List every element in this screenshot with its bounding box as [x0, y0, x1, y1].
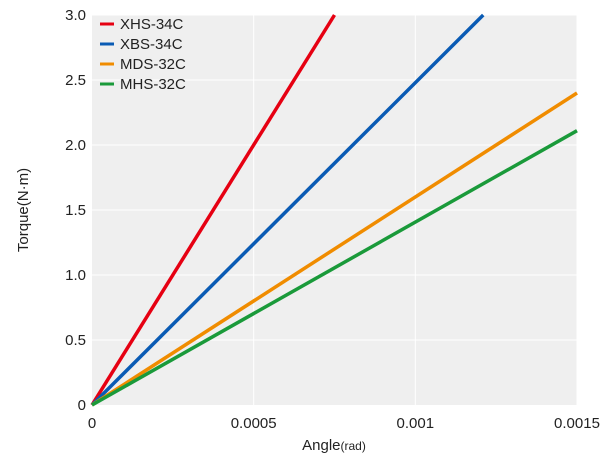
series-line-xbs-34c	[90, 13, 485, 407]
y-axis-title: Torque(N·m)	[15, 168, 32, 252]
y-axis-label: Torque	[15, 206, 32, 252]
x-axis-unit: (rad)	[341, 439, 366, 453]
y-tick-label: 0	[78, 397, 86, 414]
legend-label: XHS-34C	[120, 16, 184, 33]
legend-label: XBS-34C	[120, 36, 183, 53]
y-tick-label: 2.5	[65, 72, 86, 89]
legend-label: MHS-32C	[120, 76, 186, 93]
y-axis-unit: (N·m)	[15, 168, 32, 206]
y-tick-label: 1.5	[65, 202, 86, 219]
y-tick-label: 0.5	[65, 332, 86, 349]
series-line-mhs-32c	[91, 129, 578, 407]
series-line-xhs-34c	[90, 14, 336, 406]
x-tick-label: 0.0015	[554, 415, 600, 432]
y-tick-label: 2.0	[65, 137, 86, 154]
series-lines	[90, 13, 578, 407]
x-tick-labels: 0 0.0005 0.001 0.0015	[88, 415, 600, 432]
series-line-mds-32c	[91, 91, 578, 407]
legend: XHS-34C XBS-34C MDS-32C MHS-32C	[100, 16, 186, 93]
y-tick-labels: 0 0.5 1.0 1.5 2.0 2.5 3.0	[65, 7, 86, 414]
y-tick-label: 3.0	[65, 7, 86, 24]
x-tick-label: 0.0005	[231, 415, 277, 432]
x-axis-label: Angle	[302, 437, 340, 454]
x-tick-label: 0.001	[397, 415, 435, 432]
x-axis-title: Angle(rad)	[302, 437, 366, 454]
legend-label: MDS-32C	[120, 56, 186, 73]
x-tick-label: 0	[88, 415, 96, 432]
y-tick-label: 1.0	[65, 267, 86, 284]
